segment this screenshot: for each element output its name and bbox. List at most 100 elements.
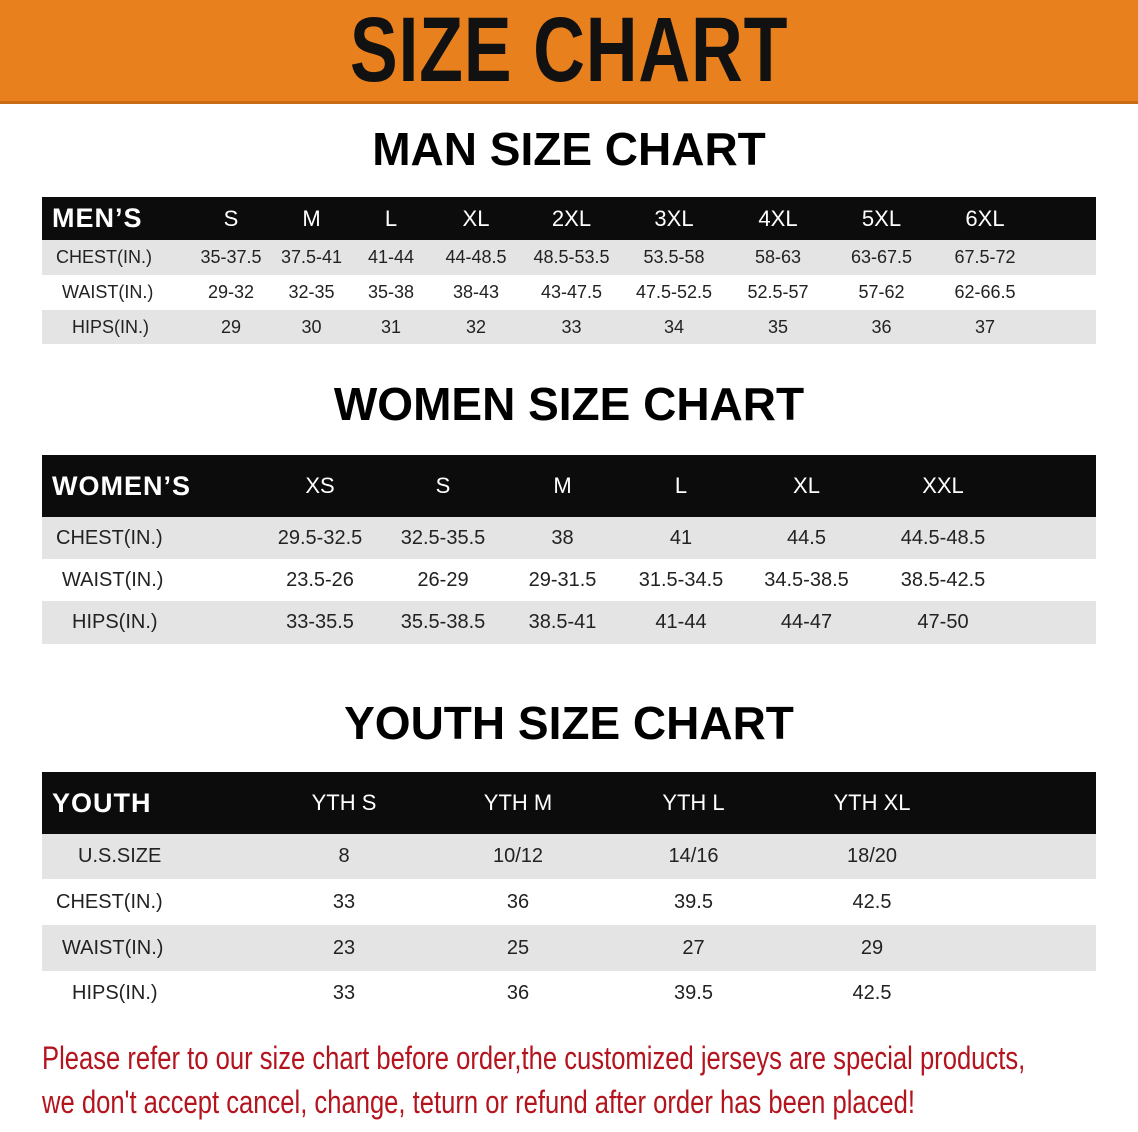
- size-header-cell: 3XL: [654, 205, 694, 231]
- table-cell: 29: [220, 316, 242, 337]
- table-cell: 43-47.5: [540, 282, 603, 302]
- row-label: WAIST(IN.): [62, 568, 164, 591]
- table-row: HIPS(IN.) 33-35.5 35.5-38.5 38.5-41 41-44 44-…: [42, 601, 1096, 644]
- table-cell: 63-67.5: [850, 247, 913, 267]
- table-row: CHEST(IN.) 35-37.5 37.5-41 41-44 44-48.5 48.5…: [42, 240, 1096, 275]
- table-cell: 36: [506, 890, 530, 913]
- table-cell: 26-29: [417, 568, 469, 591]
- table-cell: 44.5-48.5: [900, 526, 986, 549]
- table-cell: 37.5-41: [280, 247, 343, 267]
- table-header-row: YOUTH YTH S YTH M YTH L YTH XL: [42, 772, 1096, 834]
- table-cell: 44.5: [787, 526, 826, 549]
- order-notice: Please refer to our size chart before or…: [42, 1036, 1098, 1124]
- table-cell: 41-44: [367, 247, 415, 267]
- table-cell: 42.5: [852, 890, 892, 913]
- table-header-row: WOMEN’S XS S M L XL XXL: [42, 455, 1096, 517]
- table-cell: 35-38: [367, 282, 415, 302]
- row-label: WAIST(IN.): [62, 936, 164, 959]
- table-cell: 53.5-58: [643, 247, 705, 267]
- size-header-cell: 2XL: [551, 205, 592, 231]
- row-label: WAIST(IN.): [62, 282, 154, 302]
- table-row: CHEST(IN.) 29.5-32.5 32.5-35.5 38 41 44.5 44.5…: [42, 517, 1096, 559]
- table-cell: 52.5-57: [747, 282, 809, 302]
- size-header-cell: M: [302, 205, 321, 231]
- women-title: WOMEN SIZE CHART: [333, 378, 805, 430]
- row-label: HIPS(IN.): [72, 611, 158, 633]
- table-cell: 36: [506, 982, 530, 1004]
- size-header-cell: S: [223, 205, 239, 231]
- table-row: WAIST(IN.) 23.5-26 26-29 29-31.5 31.5-34.5 34…: [42, 559, 1096, 601]
- header-label: MEN’S: [52, 203, 143, 233]
- banner: SIZE CHART: [0, 0, 1138, 104]
- table-cell: 34.5-38.5: [764, 568, 849, 591]
- table-cell: 33: [561, 316, 582, 337]
- table-cell: 32-35: [288, 282, 335, 302]
- men-title: MAN SIZE CHART: [372, 123, 766, 175]
- table-cell: 42.5: [852, 982, 892, 1004]
- size-header-cell: 5XL: [861, 205, 902, 231]
- table-cell: 14/16: [668, 845, 719, 867]
- table-cell: 25: [506, 936, 530, 959]
- table-cell: 67.5-72: [954, 247, 1016, 267]
- women-size-table: WOMEN’S XS S M L XL XXL CHEST(IN.) 29.5-32.5 32.5…: [42, 455, 1096, 644]
- table-cell: 31.5-34.5: [638, 568, 724, 591]
- table-cell: 35-37.5: [200, 247, 262, 267]
- size-header-cell: S: [435, 473, 451, 498]
- table-cell: 47-50: [917, 611, 969, 633]
- table-cell: 62-66.5: [954, 282, 1016, 302]
- size-header-cell: M: [553, 473, 572, 498]
- notice-line-1: Please refer to our size chart before or…: [42, 1040, 1026, 1076]
- table-cell: 37: [974, 316, 996, 337]
- size-header-cell: L: [674, 473, 688, 498]
- table-row: WAIST(IN.) 23 25 27 29: [42, 925, 1096, 971]
- table-cell: 36: [871, 316, 892, 337]
- table-cell: 10/12: [492, 845, 544, 867]
- row-label: CHEST(IN.): [56, 247, 152, 267]
- table-cell: 29.5-32.5: [277, 526, 363, 549]
- table-cell: 39.5: [674, 982, 713, 1004]
- table-cell: 35.5-38.5: [400, 611, 486, 633]
- table-cell: 38.5-41: [528, 611, 597, 633]
- table-cell: 23: [332, 936, 356, 959]
- size-header-cell: YTH L: [662, 790, 725, 815]
- row-label: HIPS(IN.): [72, 982, 158, 1004]
- table-cell: 41: [669, 526, 693, 549]
- size-header-cell: YTH S: [311, 790, 377, 815]
- table-cell: 41-44: [655, 611, 707, 633]
- size-header-cell: 6XL: [965, 205, 1005, 231]
- notice-line-2: we don't accept cancel, change, teturn o…: [42, 1084, 915, 1120]
- table-cell: 35: [767, 316, 789, 337]
- table-cell: 48.5-53.5: [533, 247, 610, 267]
- table-cell: 38.5-42.5: [900, 568, 986, 591]
- size-header-cell: YTH M: [483, 790, 553, 815]
- size-header-cell: YTH XL: [833, 790, 911, 815]
- table-cell: 38: [551, 526, 574, 549]
- table-cell: 58-63: [754, 247, 802, 267]
- row-label: HIPS(IN.): [72, 316, 150, 337]
- size-header-cell: XL: [462, 205, 490, 231]
- size-header-cell: L: [384, 205, 398, 231]
- table-cell: 38-43: [452, 282, 500, 302]
- size-header-cell: XL: [793, 473, 820, 498]
- table-cell: 44-48.5: [445, 247, 507, 267]
- table-cell: 23.5-26: [286, 568, 354, 591]
- table-cell: 57-62: [858, 282, 905, 302]
- row-label: U.S.SIZE: [78, 845, 162, 867]
- table-header-row: MEN’S S M L XL 2XL 3XL 4XL 5XL 6XL: [42, 197, 1096, 240]
- table-cell: 32.5-35.5: [400, 526, 486, 549]
- size-header-cell: 4XL: [758, 205, 798, 231]
- table-cell: 8: [338, 845, 350, 867]
- row-label: CHEST(IN.): [56, 890, 163, 913]
- table-cell: 27: [682, 936, 705, 959]
- header-label: WOMEN’S: [52, 470, 191, 501]
- table-cell: 33-35.5: [286, 611, 354, 633]
- table-cell: 29-32: [207, 282, 255, 302]
- table-row: CHEST(IN.) 33 36 39.5 42.5: [42, 879, 1096, 925]
- table-cell: 47.5-52.5: [635, 282, 713, 302]
- table-cell: 32: [465, 316, 487, 337]
- youth-title: YOUTH SIZE CHART: [344, 697, 794, 749]
- table-cell: 31: [380, 316, 402, 337]
- size-header-cell: XS: [305, 473, 335, 498]
- youth-size-table: YOUTH YTH S YTH M YTH L YTH XL U.S.SIZE 8 10/12…: [42, 772, 1096, 1016]
- table-cell: 39.5: [674, 890, 713, 913]
